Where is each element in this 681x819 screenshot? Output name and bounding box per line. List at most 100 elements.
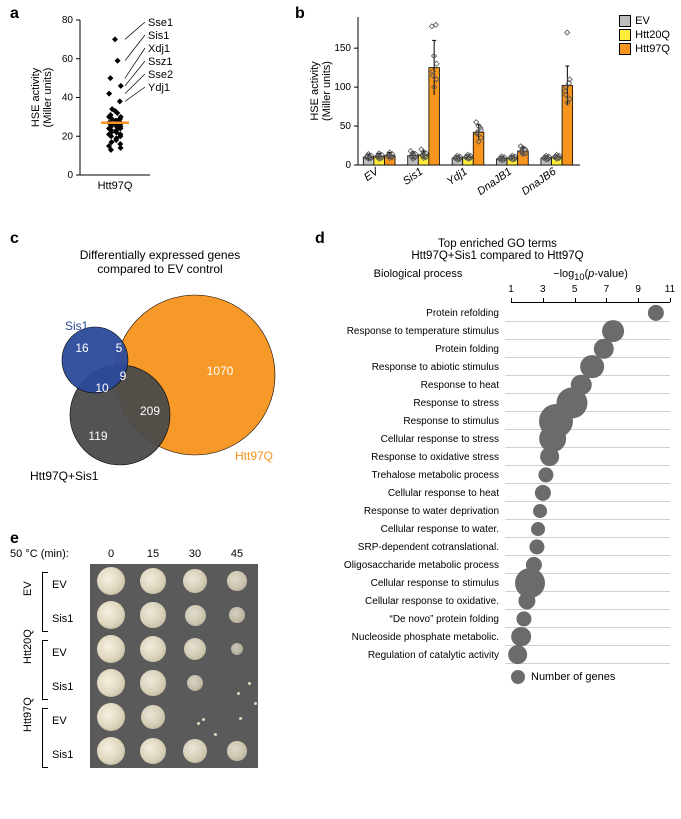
annotation-ydj1: Ydj1 — [148, 82, 170, 94]
panel-d: d Top enriched GO terms Htt97Q+Sis1 comp… — [325, 230, 670, 710]
svg-text:20: 20 — [62, 131, 74, 142]
go-row: Response to temperature stimulus — [325, 322, 670, 340]
row-sub-label: EV — [52, 647, 67, 659]
panel-d-axis: 1357911 — [511, 282, 670, 304]
colony-spot — [140, 602, 165, 627]
go-term-label: Response to abiotic stimulus — [325, 362, 505, 373]
group-label-htt20q: Htt20Q — [22, 629, 34, 664]
row-sub-label: EV — [52, 579, 67, 591]
svg-text:9: 9 — [120, 369, 127, 383]
go-term-label: “De novo” protein folding — [325, 614, 505, 625]
panel-b-label: b — [295, 5, 305, 23]
go-bubble — [508, 645, 528, 665]
svg-text:0: 0 — [345, 160, 351, 171]
annotation-sse1: Sse1 — [148, 17, 173, 29]
go-row: Cellular response to heat — [325, 484, 670, 502]
colony-spot — [183, 569, 207, 593]
go-term-label: Nucleoside phosphate metabolic. — [325, 632, 505, 643]
panel-a-chart: 020406080HSE activity(Miller units)Htt97… — [30, 5, 230, 200]
go-term-label: Oligosaccharide metabolic process — [325, 560, 505, 571]
colony-spot — [140, 670, 165, 695]
svg-text:Htt97Q: Htt97Q — [235, 449, 273, 463]
panel-c-label: c — [10, 230, 19, 248]
svg-text:HSE activity(Miller units): HSE activity(Miller units) — [309, 61, 333, 121]
panel-d-title: Top enriched GO terms Htt97Q+Sis1 compar… — [325, 238, 670, 262]
colony-spot — [184, 638, 206, 660]
go-bubble — [540, 447, 560, 467]
go-term-label: Cellular response to stress — [325, 434, 505, 445]
colony-spot — [97, 737, 125, 765]
svg-text:119: 119 — [88, 429, 107, 443]
colony-spot — [192, 714, 198, 720]
legend-htt97q: Htt97Q — [619, 43, 670, 55]
go-term-label: Cellular response to stimulus — [325, 578, 505, 589]
go-term-label: Response to stimulus — [325, 416, 505, 427]
svg-text:0: 0 — [67, 170, 73, 181]
tick-5: 5 — [572, 284, 578, 295]
legend-htt20q: Htt20Q — [619, 29, 670, 41]
svg-text:DnaJB1: DnaJB1 — [475, 166, 514, 198]
svg-text:EV: EV — [362, 165, 382, 184]
go-term-label: Cellular response to water. — [325, 524, 505, 535]
time-30: 30 — [174, 548, 216, 560]
colony-spot — [140, 636, 167, 663]
tick-3: 3 — [540, 284, 546, 295]
colony-spot — [231, 643, 244, 656]
go-term-label: Cellular response to oxidative. — [325, 596, 505, 607]
go-term-label: Protein refolding — [325, 308, 505, 319]
colony-spot — [234, 680, 240, 686]
row-sub-label: Sis1 — [52, 681, 73, 693]
go-row: “De novo” protein folding — [325, 610, 670, 628]
go-row: Response to stimulus — [325, 412, 670, 430]
group-label-htt97q: Htt97Q — [22, 697, 34, 732]
panel-e: e 50 °C (min):0153045EVSis1EVSis1EVSis1E… — [10, 530, 310, 800]
go-term-label: Response to oxidative stress — [325, 452, 505, 463]
panel-d-size-legend: Number of genes — [531, 671, 615, 683]
svg-text:Htt97Q: Htt97Q — [98, 180, 133, 192]
panel-e-content: 50 °C (min):0153045EVSis1EVSis1EVSis1EVH… — [10, 548, 310, 768]
go-row: Cellular response to oxidative. — [325, 592, 670, 610]
go-bubble — [535, 485, 551, 501]
colony-spot — [183, 739, 207, 763]
go-row: Response to heat — [325, 376, 670, 394]
go-row: Cellular response to stimulus — [325, 574, 670, 592]
panel-d-rows: Protein refolding Response to temperature… — [325, 304, 670, 664]
time-15: 15 — [132, 548, 174, 560]
go-row: Regulation of catalytic activity — [325, 646, 670, 664]
colony-spot — [97, 669, 125, 697]
svg-text:Ydj1: Ydj1 — [445, 166, 470, 188]
go-term-label: Response to water deprivation — [325, 506, 505, 517]
svg-text:209: 209 — [140, 404, 160, 418]
colony-spot — [229, 607, 244, 622]
panel-b-chart: 050100150HSE activity(Miller units)EVSis… — [310, 5, 590, 200]
svg-text:16: 16 — [75, 341, 89, 355]
go-row: Response to water deprivation — [325, 502, 670, 520]
panel-d-xlabel-right: −log10(p-value) — [511, 268, 670, 282]
colony-spot — [227, 741, 247, 761]
tick-11: 11 — [665, 284, 675, 295]
colony-spot — [97, 567, 125, 595]
tick-9: 9 — [635, 284, 641, 295]
size-legend-dot — [511, 670, 525, 684]
go-term-label: Response to temperature stimulus — [325, 326, 505, 337]
svg-text:Sis1: Sis1 — [401, 166, 425, 188]
row-sub-label: Sis1 — [52, 613, 73, 625]
colony-spot — [97, 703, 125, 731]
panel-c-venn: 1610701195102099Sis1Htt97QHtt97Q+Sis1 — [10, 280, 310, 490]
heat-header: 50 °C (min): — [10, 548, 90, 560]
go-row: Response to abiotic stimulus — [325, 358, 670, 376]
svg-text:10: 10 — [95, 381, 109, 395]
go-term-label: SRP-dependent cotranslational. — [325, 542, 505, 553]
svg-text:80: 80 — [62, 15, 74, 26]
go-row: Oligosaccharide metabolic process — [325, 556, 670, 574]
panel-c: c Differentially expressed genes compare… — [10, 230, 310, 490]
go-bubble — [519, 592, 536, 609]
go-term-label: Response to heat — [325, 380, 505, 391]
svg-text:60: 60 — [62, 54, 74, 65]
row-sub-label: Sis1 — [52, 749, 73, 761]
go-row: Trehalose metabolic process — [325, 466, 670, 484]
colony-spot — [140, 738, 167, 765]
group-label-ev: EV — [22, 581, 34, 596]
go-bubble — [511, 627, 531, 647]
row-sub-label: EV — [52, 715, 67, 727]
